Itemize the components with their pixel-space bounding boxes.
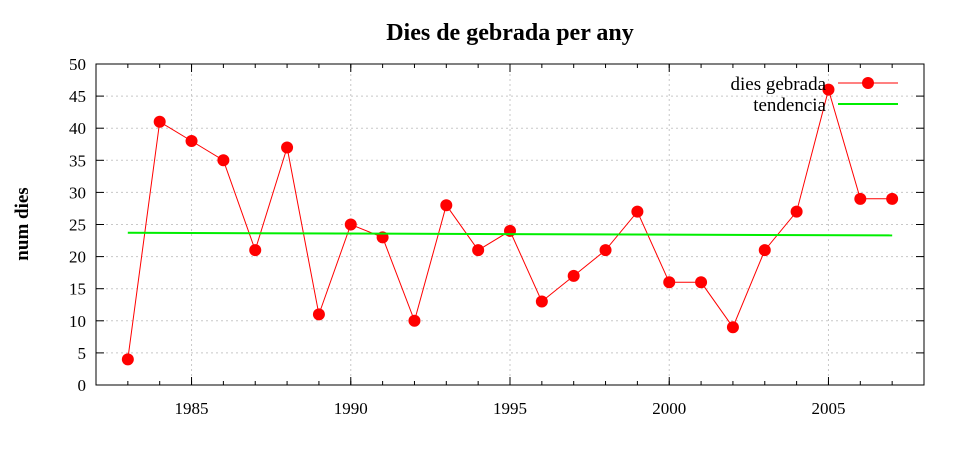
data-point [599, 244, 612, 257]
y-tick-label: 15 [69, 280, 86, 299]
data-point [153, 115, 166, 128]
x-tick-label: 1990 [334, 399, 368, 418]
data-point [822, 83, 835, 96]
data-point [344, 218, 357, 231]
y-tick-label: 20 [69, 248, 86, 267]
legend: dies gebrada tendencia [731, 74, 898, 116]
legend-label-tendencia: tendencia [753, 95, 826, 116]
axis-ticks: 0 5 10 15 20 25 30 35 40 45 50 1985 1990 1995 2000 2005 [69, 55, 924, 418]
data-point [440, 199, 453, 212]
data-point [408, 314, 421, 327]
y-axis-label: num dies [12, 187, 33, 260]
data-point [663, 276, 676, 289]
x-tick-label: 1985 [175, 399, 209, 418]
y-tick-label: 30 [69, 183, 86, 202]
y-tick-label: 25 [69, 216, 86, 235]
data-point [758, 244, 771, 257]
data-point [854, 192, 867, 205]
series-line-1 [127, 231, 893, 237]
x-tick-label: 2005 [811, 399, 845, 418]
data-point [695, 276, 708, 289]
y-tick-label: 45 [69, 87, 86, 106]
grid [96, 64, 924, 385]
y-tick-label: 0 [78, 376, 87, 395]
y-tick-label: 35 [69, 151, 86, 170]
data-point [504, 224, 516, 237]
data-point [790, 205, 803, 218]
legend-marker-dies-gebrada [862, 77, 874, 89]
data-point [249, 244, 262, 257]
data-point [281, 141, 294, 154]
data-point [185, 135, 198, 148]
series-layer [121, 83, 899, 366]
data-point [312, 308, 325, 321]
legend-label-dies-gebrada: dies gebrada [731, 74, 827, 95]
data-point [472, 244, 485, 257]
data-point [726, 321, 739, 334]
chart-title: Dies de gebrada per any [386, 20, 634, 46]
x-tick-label: 1995 [493, 399, 527, 418]
y-tick-label: 10 [69, 312, 86, 331]
data-point [567, 269, 580, 282]
data-point [121, 353, 134, 366]
y-tick-label: 50 [69, 55, 86, 74]
data-point [886, 192, 899, 205]
y-tick-label: 40 [69, 119, 86, 138]
data-point [631, 205, 644, 218]
data-point [535, 295, 548, 308]
y-tick-label: 5 [78, 344, 87, 363]
plot-frame [95, 63, 925, 386]
x-tick-label: 2000 [652, 399, 686, 418]
data-point [217, 154, 230, 167]
